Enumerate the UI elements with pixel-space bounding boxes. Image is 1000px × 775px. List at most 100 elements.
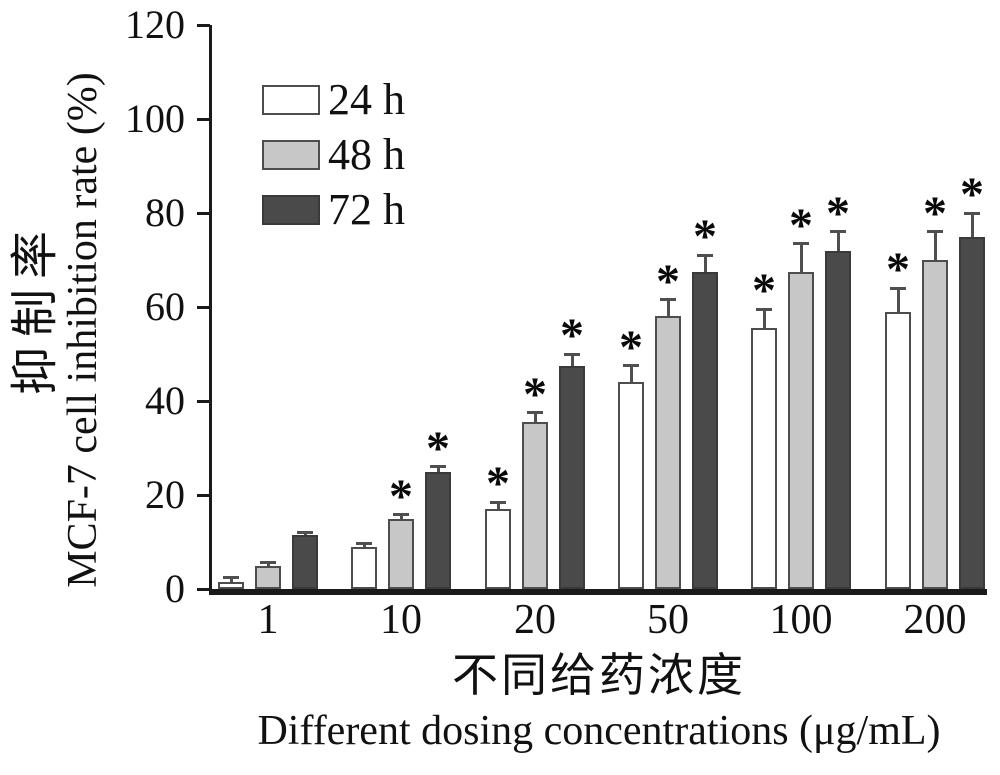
- bar-72h-10: [425, 471, 451, 589]
- error-bar-line: [836, 231, 840, 251]
- error-bar-line: [399, 514, 403, 519]
- error-bar-cap: [793, 242, 809, 246]
- error-bar-cap: [393, 513, 409, 517]
- significance-asterisk-48h-10: *: [389, 469, 413, 523]
- y-tick-label-80: 80: [145, 190, 185, 235]
- y-tick-120: [197, 23, 210, 27]
- error-bar-line: [762, 309, 766, 329]
- error-bar-line: [436, 466, 440, 472]
- x-axis-title-en: Different dosing concentrations (μg/mL): [257, 708, 941, 754]
- bar-72h-1: [292, 534, 318, 589]
- error-bar-line: [933, 231, 937, 260]
- bar-24h-1: [218, 581, 244, 589]
- error-bar-cap: [564, 352, 580, 356]
- bar-48h-20: [522, 422, 548, 589]
- error-bar-line: [703, 255, 707, 272]
- significance-asterisk-72h-10: *: [426, 421, 450, 475]
- plot-area: 0 20 40 60 80 100 120 * * * * * * * * * * * * * * 24 h 48 h 72 …: [125, 2, 987, 611]
- error-bar-line: [533, 412, 537, 423]
- bar-24h-10: [351, 546, 377, 589]
- bar-72h-50: [692, 271, 718, 589]
- y-tick-label-0: 0: [165, 566, 185, 611]
- error-bar-cap: [297, 531, 313, 535]
- error-bar-cap: [927, 230, 943, 234]
- error-bar-cap: [697, 253, 713, 257]
- bar-48h-1: [255, 565, 281, 589]
- error-bar-line: [570, 354, 574, 366]
- legend-label-48h: 48 h: [328, 130, 405, 179]
- error-bar-line: [229, 577, 233, 582]
- legend-swatch-24h: [262, 85, 320, 115]
- legend-label-72h: 72 h: [328, 185, 405, 234]
- legend-label-24h: 24 h: [328, 75, 405, 124]
- y-tick-40: [197, 399, 210, 403]
- y-tick-100: [197, 117, 210, 121]
- legend-swatch-48h: [262, 140, 320, 170]
- legend-swatch-72h: [262, 195, 320, 225]
- legend-item-72h: 72 h: [262, 187, 405, 233]
- error-bar-cap: [260, 561, 276, 565]
- error-bar-line: [799, 243, 803, 272]
- error-bar-line: [496, 502, 500, 510]
- bar-72h-20: [559, 365, 585, 589]
- error-bar-line: [666, 299, 670, 317]
- x-tick-label-20: 20: [514, 597, 556, 643]
- error-bar-cap: [356, 541, 372, 545]
- bar-48h-100: [788, 271, 814, 589]
- significance-asterisk-24h-20: *: [486, 457, 510, 511]
- y-tick-20: [197, 493, 210, 497]
- error-bar-cap: [660, 298, 676, 302]
- error-bar-cap: [490, 500, 506, 504]
- error-bar-cap: [430, 465, 446, 469]
- x-tick-label-200: 200: [903, 597, 967, 643]
- significance-asterisk-24h-50: *: [619, 320, 643, 374]
- legend: 24 h 48 h 72 h: [262, 77, 405, 242]
- error-bar-cap: [223, 575, 239, 579]
- error-bar-cap: [623, 364, 639, 368]
- y-tick-0: [197, 587, 210, 591]
- error-bar-cap: [830, 230, 846, 234]
- error-bar-line: [970, 213, 974, 237]
- x-axis-title-zh: 不同给药浓度: [452, 650, 746, 701]
- error-bar-cap: [890, 286, 906, 290]
- significance-asterisk-72h-50: *: [693, 210, 717, 264]
- significance-asterisk-48h-200: *: [923, 186, 947, 240]
- y-tick-label-60: 60: [145, 284, 185, 329]
- x-axis-tick-labels: 1 10 20 50 100 200: [212, 596, 990, 652]
- bar-48h-10: [388, 518, 414, 589]
- significance-asterisk-72h-100: *: [826, 186, 850, 240]
- x-tick-label-1: 1: [257, 597, 279, 643]
- significance-asterisk-24h-200: *: [886, 243, 910, 297]
- significance-asterisk-72h-20: *: [560, 309, 584, 362]
- error-bar-line: [629, 365, 633, 383]
- bar-24h-200: [885, 311, 911, 589]
- bar-72h-100: [825, 250, 851, 589]
- significance-asterisk-48h-20: *: [523, 367, 547, 421]
- y-tick-label-40: 40: [145, 378, 185, 423]
- bar-72h-200: [959, 236, 985, 589]
- bar-24h-100: [751, 328, 777, 589]
- error-bar-cap: [756, 307, 772, 311]
- y-tick-60: [197, 305, 210, 309]
- x-tick-label-50: 50: [647, 597, 689, 643]
- x-tick-label-100: 100: [769, 597, 833, 643]
- y-tick-label-120: 120: [125, 2, 185, 47]
- y-tick-80: [197, 211, 210, 215]
- significance-asterisk-48h-100: *: [789, 198, 813, 252]
- significance-asterisk-48h-50: *: [656, 254, 680, 308]
- significance-asterisk-72h-200: *: [960, 168, 984, 221]
- bar-24h-50: [618, 382, 644, 589]
- bar-24h-20: [485, 509, 511, 589]
- error-bar-line: [362, 543, 366, 547]
- error-bar-cap: [527, 411, 543, 415]
- y-axis-title-zh: 抑制率: [9, 220, 62, 396]
- y-tick-label-100: 100: [125, 96, 185, 141]
- y-tick-label-20: 20: [145, 472, 185, 517]
- error-bar-line: [896, 288, 900, 312]
- legend-item-24h: 24 h: [262, 77, 405, 123]
- x-tick-label-10: 10: [380, 597, 422, 643]
- error-bar-cap: [964, 211, 980, 215]
- significance-asterisk-24h-100: *: [752, 264, 776, 318]
- bar-48h-50: [655, 316, 681, 589]
